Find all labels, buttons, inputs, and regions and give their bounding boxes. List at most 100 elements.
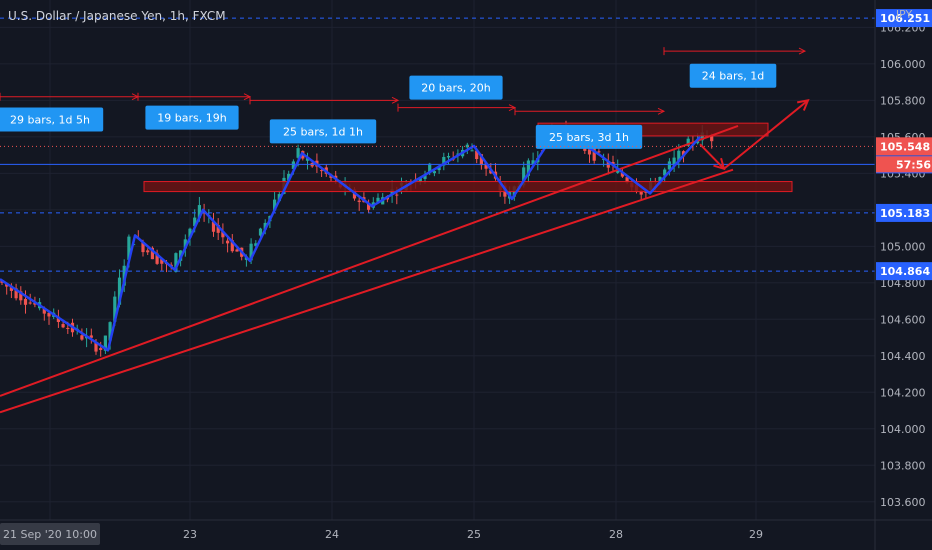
y-tick-label: 103.600 [880,496,926,509]
current-price-tag-bg [876,137,932,156]
candle-body [155,253,159,264]
candle-body [28,302,32,304]
candle-body [66,327,70,329]
price-level-tag: 104.864 [880,265,930,278]
candle-body [9,285,13,291]
measure-arrow-head [391,96,400,104]
forecast-arrow-head [797,99,810,111]
candle-body [446,156,451,158]
candle-body [395,194,399,196]
candle-body [597,151,601,153]
candle-body [14,288,18,299]
candle-body [296,148,300,158]
candle-body [160,258,164,264]
bars-range-label-bg [535,124,643,149]
y-tick-label: 106.000 [880,58,926,71]
bars-range-label-bg [145,105,239,130]
candle-body [667,161,671,170]
x-tick-label: 29 [749,528,763,541]
candle-body [5,284,9,287]
bars-range-label-bg [0,107,104,132]
y-tick-label: 105.000 [880,240,926,253]
candle-body [258,228,263,236]
candle-body [80,335,84,340]
candle-body [287,173,291,181]
candle-body [211,221,216,232]
measure-arrow-head [798,47,807,55]
candle-body [489,170,493,174]
y-tick-label: 104.600 [880,313,926,326]
candle-body [226,240,230,244]
countdown-tag-bg [876,156,932,173]
price-level-tag: 106.251 [880,12,930,25]
candle-body [47,312,51,317]
y-tick-label: 104.200 [880,386,926,399]
candle-body [696,140,700,144]
candle-body [150,247,154,260]
resistance-zone [143,181,793,193]
candle-body [479,154,483,166]
candle-body [367,203,371,210]
candle-body [89,335,93,338]
candle-body [94,341,98,352]
y-tick-label: 104.400 [880,350,926,363]
candle-body [592,147,596,161]
candle-body [117,277,122,305]
candle-body [526,160,530,176]
candle-body [263,222,267,230]
candle-body [428,163,432,172]
candle-body [122,265,126,286]
price-level-tag-bg [876,203,932,222]
candle-body [291,161,295,169]
candle-body [677,150,681,162]
candle-body [475,150,479,160]
candle-body [127,236,131,260]
candle-body [686,138,690,146]
x-tick-label: 24 [325,528,339,541]
candle-body [320,170,324,172]
candle-body [418,178,422,183]
candle-body [625,177,629,183]
candle-body [99,348,103,350]
bars-range-label: 24 bars, 1d [702,70,764,83]
candle-body [672,157,676,166]
forecast-arrow-line [699,143,725,170]
price-level-tag-bg [876,262,932,281]
candle-body [221,231,225,238]
candle-body [620,172,624,177]
candle-body [663,169,667,176]
candle-body [103,335,107,351]
candle-body [390,189,394,195]
candle-body [19,291,23,301]
bars-range-label: 29 bars, 1d 5h [10,114,90,127]
candle-body [273,199,277,211]
x-tick-label: 21 Sep '20 10:00 [3,528,97,541]
bars-range-label-bg [409,75,503,100]
candle-body [193,217,197,227]
bars-range-label: 25 bars, 1d 1h [283,125,363,138]
candle-body [423,175,427,179]
current-price-tag: 105.548 [880,140,930,153]
trendline [0,168,734,414]
x-tick-label: 28 [609,528,623,541]
candle-body [216,224,220,233]
x-tick-label: 25 [467,528,481,541]
candle-body [56,316,60,322]
candle-body [249,243,253,261]
pattern-path [0,126,701,352]
countdown-tag: 57:56 [896,158,931,171]
forecast-arrow-line [723,99,809,170]
bars-range-label: 25 bars, 3d 1h [549,131,629,144]
currency-label: JPY [895,8,913,21]
candle-body [146,250,150,253]
candle-body [235,249,239,252]
candle-body [484,163,488,169]
candle-body [174,253,178,272]
candle-body [230,240,234,252]
y-tick-label: 105.800 [880,94,926,107]
y-tick-label: 104.000 [880,423,926,436]
trendline [0,124,739,397]
bars-range-label: 20 bars, 20h [421,82,490,95]
